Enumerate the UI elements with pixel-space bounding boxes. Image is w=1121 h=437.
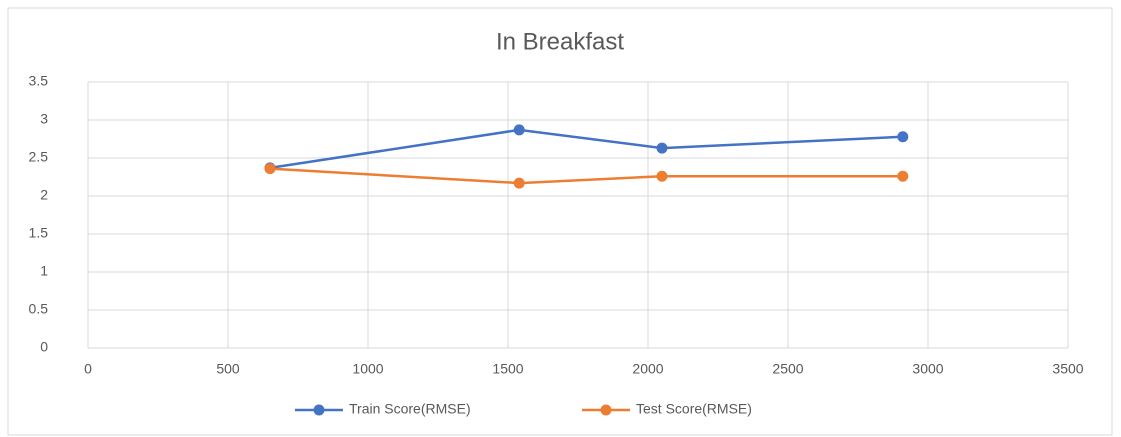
chart-frame [7, 7, 1113, 436]
x-tick-label: 500 [216, 361, 240, 377]
x-tick-label: 2000 [632, 361, 663, 377]
chart-title: In Breakfast [496, 28, 624, 55]
series-line [269, 167, 903, 185]
series-line [269, 128, 903, 170]
y-tick-label: 0.5 [29, 301, 49, 317]
y-tick-label: 1.5 [29, 225, 49, 241]
y-tick-label: 0 [40, 339, 48, 355]
y-tick-label: 1 [40, 263, 48, 279]
legend-marker [313, 404, 325, 416]
legend-marker [600, 404, 612, 416]
data-point [513, 124, 525, 136]
x-tick-label: 3500 [1052, 361, 1083, 377]
data-point [656, 142, 668, 154]
y-tick-label: 3 [40, 111, 48, 127]
x-tick-label: 3000 [912, 361, 943, 377]
data-point [513, 177, 525, 189]
legend-label: Train Score(RMSE) [349, 401, 471, 417]
data-point [897, 170, 909, 182]
data-point [656, 170, 668, 182]
x-tick-label: 1000 [352, 361, 383, 377]
data-point [897, 131, 909, 143]
x-tick-label: 2500 [772, 361, 803, 377]
data-point [264, 163, 276, 175]
y-tick-label: 3.5 [29, 73, 49, 89]
y-tick-label: 2 [40, 187, 48, 203]
x-tick-label: 1500 [492, 361, 523, 377]
y-tick-label: 2.5 [29, 149, 49, 165]
legend-label: Test Score(RMSE) [636, 401, 752, 417]
x-tick-label: 0 [84, 361, 92, 377]
